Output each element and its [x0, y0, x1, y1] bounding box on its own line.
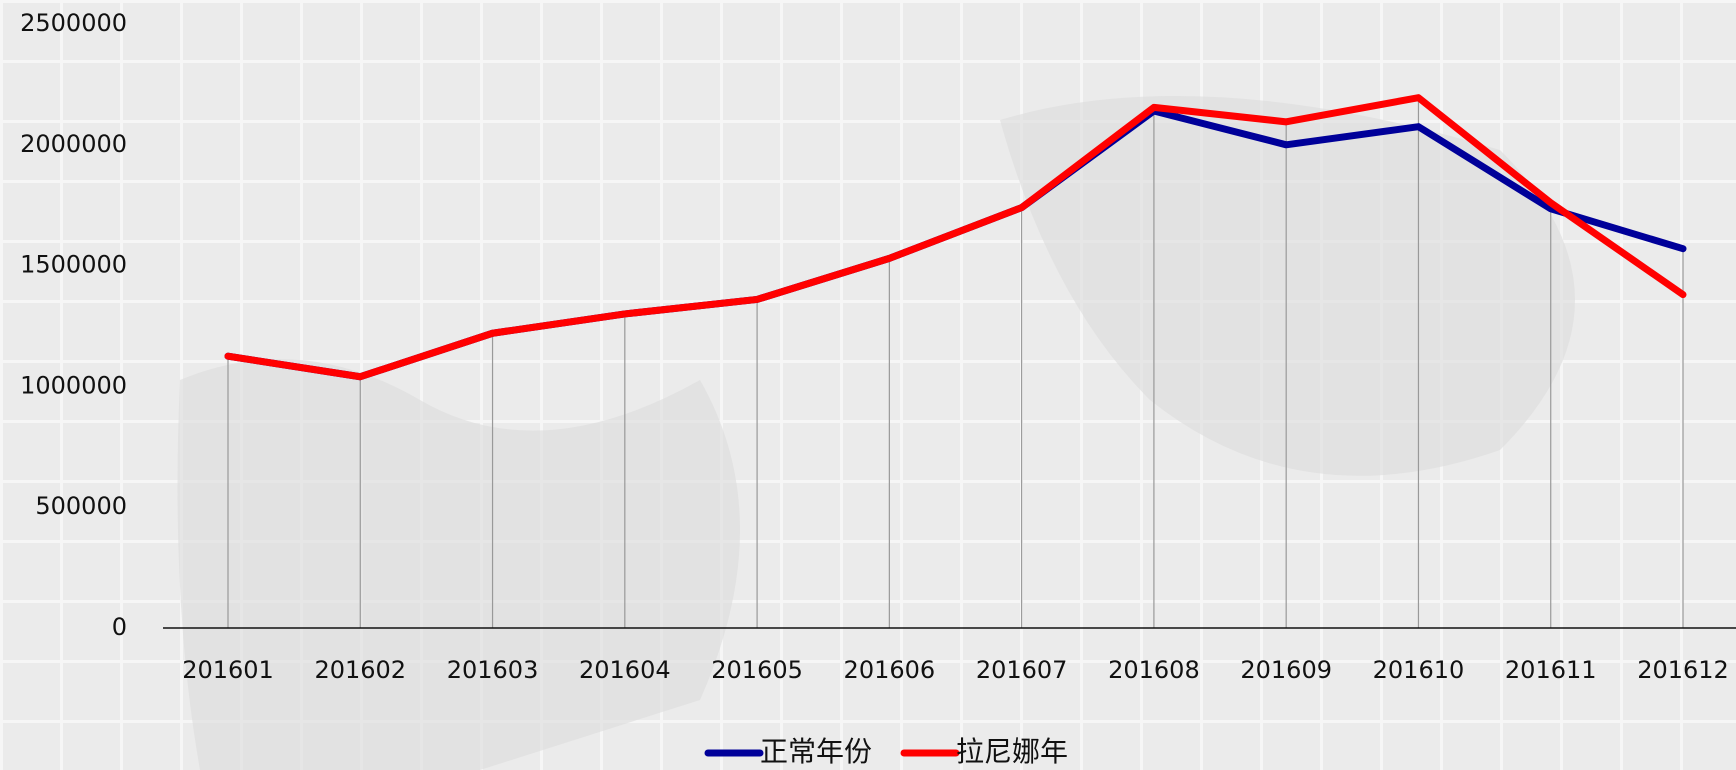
x-tick-label: 201605	[711, 656, 803, 684]
y-tick-label: 2000000	[20, 130, 127, 158]
x-tick-label: 201601	[182, 656, 274, 684]
y-tick-label: 1500000	[20, 251, 127, 279]
x-tick-label: 201603	[447, 656, 539, 684]
x-tick-label: 201611	[1505, 656, 1597, 684]
legend-label: 正常年份	[760, 735, 872, 768]
x-tick-label: 201606	[844, 656, 936, 684]
x-tick-label: 201608	[1108, 656, 1200, 684]
x-tick-label: 201612	[1637, 656, 1729, 684]
y-tick-label: 1000000	[20, 371, 127, 399]
y-tick-label: 2500000	[20, 9, 127, 37]
x-tick-label: 201610	[1373, 656, 1465, 684]
map-shape	[1000, 96, 1575, 476]
x-tick-label: 201607	[976, 656, 1068, 684]
x-tick-label: 201609	[1240, 656, 1332, 684]
y-tick-label: 500000	[35, 492, 127, 520]
x-tick-label: 201604	[579, 656, 671, 684]
series-line	[224, 94, 1687, 381]
y-tick-label: 0	[112, 613, 127, 641]
legend-label: 拉尼娜年	[956, 735, 1068, 768]
map-shape	[177, 359, 740, 770]
x-tick-label: 201602	[314, 656, 406, 684]
